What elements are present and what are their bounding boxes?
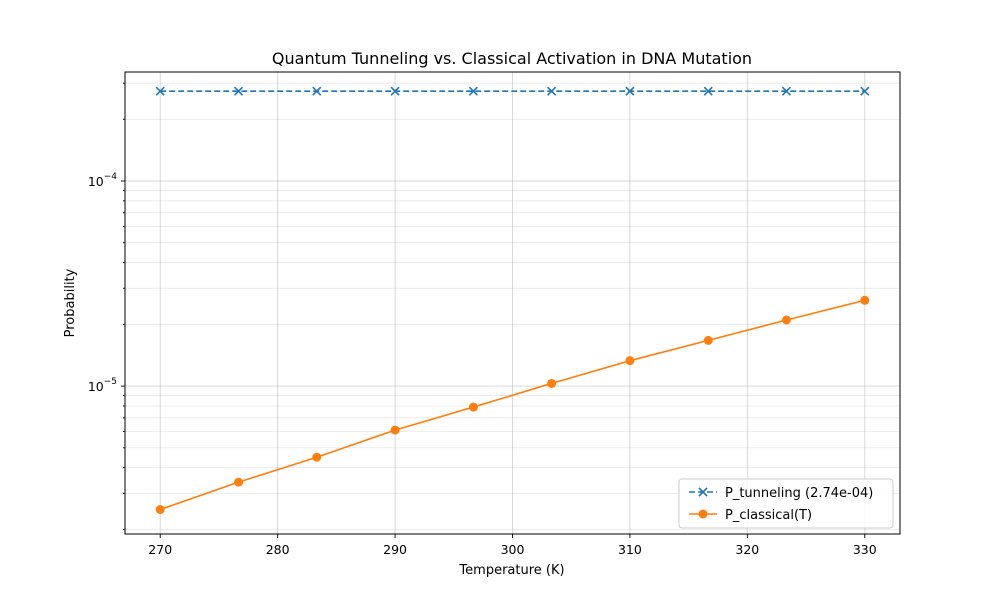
series-1-point: [390, 425, 400, 435]
series-1-point: [703, 335, 713, 345]
x-tick-label: 290: [383, 542, 407, 557]
series-0-point: [703, 86, 713, 96]
series-1-point: [625, 356, 635, 366]
series-0-point: [781, 86, 792, 96]
legend-label-0: P_tunneling (2.74e-04): [725, 486, 873, 501]
x-tick-label: 330: [853, 542, 877, 557]
x-tick-label: 270: [148, 542, 172, 557]
x-tick-label: 320: [735, 542, 759, 557]
legend: P_tunneling (2.74e-04) P_classical(T): [678, 478, 894, 529]
series-0-point: [155, 86, 165, 96]
series-line-1: [159, 299, 865, 511]
legend-label-1: P_classical(T): [725, 508, 812, 523]
x-axis-label: Temperature (K): [458, 563, 564, 578]
series-1-point: [312, 452, 322, 462]
series-1-point: [155, 505, 165, 515]
series-0-point: [547, 86, 557, 96]
series-1-point: [781, 315, 791, 325]
y-tick-label: 10−5: [88, 377, 117, 394]
y-tick-label: 10−4: [88, 172, 117, 189]
series-1-point: [547, 378, 557, 388]
legend-marker-0: [698, 487, 708, 497]
grid-lines: [125, 72, 900, 534]
series-1-point: [860, 295, 870, 305]
legend-marker-1: [698, 509, 708, 519]
legend-box: [678, 478, 894, 529]
x-tick-label: 280: [266, 542, 290, 557]
series-0-point: [625, 86, 635, 96]
series-0-point: [468, 86, 478, 96]
axes: 10−5 10−4 270 280 290 300 310 320 330: [88, 82, 877, 557]
y-axis-label: Probability: [63, 268, 78, 337]
series-1-point: [468, 402, 478, 412]
x-tick-label: 300: [501, 542, 525, 557]
chart-title: Quantum Tunneling vs. Classical Activati…: [272, 49, 752, 68]
x-tick-label: 310: [618, 542, 642, 557]
plot-series: [155, 86, 870, 515]
series-0-point: [312, 86, 322, 96]
series-0-point: [390, 86, 400, 96]
series-0-point: [860, 86, 870, 96]
series-1-point: [234, 477, 244, 487]
series-0-point: [233, 86, 244, 96]
